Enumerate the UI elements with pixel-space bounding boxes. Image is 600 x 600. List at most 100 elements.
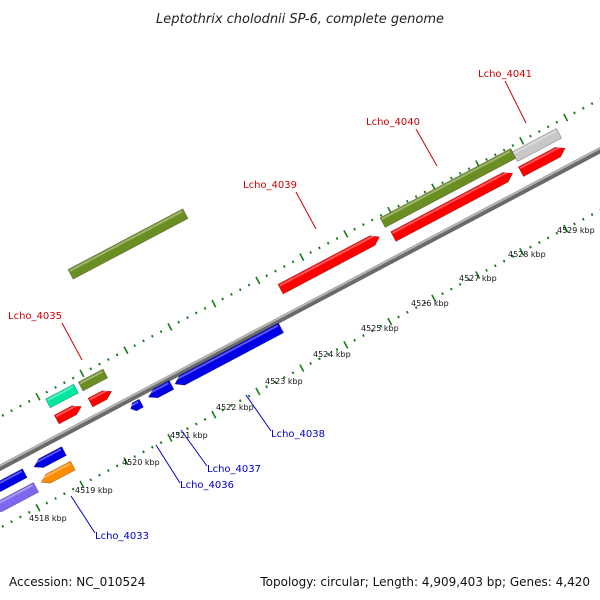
minor-tick: [115, 353, 119, 357]
gene-label-forward: Lcho_4041: [478, 69, 532, 80]
minor-tick: [27, 510, 31, 514]
gene-label-forward: Lcho_4040: [366, 117, 420, 128]
minor-tick: [485, 157, 488, 161]
major-tick: [123, 346, 129, 355]
scale-label: 4518 kbp: [29, 514, 67, 523]
genome-summary-text: Topology: circular; Length: 4,909,403 bp…: [259, 575, 590, 589]
major-tick: [167, 434, 173, 442]
minor-tick: [379, 213, 383, 217]
minor-tick: [309, 362, 312, 365]
label-leader-line: [155, 444, 181, 484]
minor-tick: [406, 199, 409, 203]
minor-tick: [247, 394, 251, 398]
minor-tick: [406, 310, 409, 314]
minor-tick: [10, 520, 13, 524]
minor-tick: [555, 231, 559, 235]
minor-tick: [581, 106, 585, 110]
gene-teal: [45, 383, 79, 409]
genome-backbone: [0, 146, 600, 472]
minor-tick: [274, 380, 277, 384]
major-tick: [475, 271, 481, 280]
minor-tick: [485, 268, 488, 272]
minor-tick: [467, 167, 471, 171]
minor-tick: [423, 301, 427, 305]
accession-text: Accession: NC_010524: [9, 575, 145, 589]
minor-tick: [142, 450, 145, 454]
minor-tick: [45, 501, 49, 505]
minor-tick: [265, 385, 269, 389]
scale-label: 4529 kbp: [557, 226, 595, 235]
minor-tick: [546, 236, 550, 240]
minor-tick: [98, 362, 101, 366]
major-tick: [343, 340, 349, 349]
minor-tick: [230, 292, 233, 296]
minor-tick: [467, 278, 471, 282]
scale-label: 4525 kbp: [361, 324, 399, 333]
gene-lcho-4036-blue: [129, 398, 144, 412]
major-tick: [387, 317, 393, 326]
major-tick: [431, 294, 437, 303]
minor-tick: [19, 515, 22, 519]
gene-red-5: [53, 403, 82, 425]
minor-tick: [142, 339, 145, 343]
map-title: Leptothrix cholodnii SP-6, complete geno…: [156, 12, 444, 27]
minor-tick: [449, 176, 453, 180]
minor-tick: [502, 148, 506, 152]
minor-tick: [106, 358, 110, 361]
minor-tick: [397, 204, 400, 208]
gene-lcho-4039-green: [67, 208, 189, 280]
lower-tick-row: [1, 209, 600, 528]
label-leader-line: [504, 80, 527, 124]
minor-tick: [458, 171, 462, 175]
gene-blue-4: [32, 446, 67, 468]
minor-tick: [335, 348, 339, 352]
gene-labels: Lcho_4035 Lcho_4039 Lcho_4040 Lcho_4041 Lcho…: [8, 69, 532, 542]
gene-label-reverse: Lcho_4033: [95, 531, 149, 542]
minor-tick: [247, 283, 251, 287]
major-tick: [211, 299, 217, 308]
minor-tick: [282, 375, 286, 379]
gene-red-1: [277, 233, 380, 295]
major-tick: [299, 364, 305, 373]
major-tick: [35, 503, 41, 512]
minor-tick: [159, 441, 163, 445]
minor-tick: [203, 417, 207, 421]
major-tick: [563, 224, 569, 233]
minor-tick: [54, 385, 57, 389]
minor-tick: [150, 445, 154, 449]
minor-tick: [238, 288, 242, 292]
minor-tick: [238, 399, 242, 403]
minor-tick: [370, 329, 374, 333]
minor-tick: [63, 381, 66, 385]
minor-tick: [186, 316, 189, 320]
minor-tick: [1, 524, 5, 528]
minor-tick: [353, 227, 356, 231]
minor-tick: [194, 422, 198, 426]
minor-tick: [318, 246, 321, 250]
scale-label: 4526 kbp: [411, 299, 449, 308]
minor-tick: [511, 143, 515, 147]
label-leader-line: [245, 394, 272, 432]
minor-tick: [133, 455, 137, 459]
major-tick: [167, 323, 173, 331]
minor-tick: [71, 487, 75, 491]
major-tick: [255, 276, 261, 285]
gene-label-reverse: Lcho_4038: [271, 429, 325, 440]
minor-tick: [133, 344, 137, 348]
scale-label: 4522 kbp: [216, 403, 254, 412]
minor-tick: [54, 496, 57, 500]
gene-lcho-4038-blue: [173, 322, 285, 386]
major-tick: [299, 253, 305, 262]
minor-tick: [10, 409, 13, 413]
minor-tick: [441, 181, 444, 185]
minor-tick: [71, 376, 75, 380]
minor-tick: [546, 125, 550, 129]
gene-label-forward: Lcho_4035: [8, 311, 62, 322]
label-leader-line: [70, 495, 96, 534]
gene-label-forward: Lcho_4039: [243, 180, 297, 191]
minor-tick: [221, 297, 225, 301]
minor-tick: [27, 399, 31, 403]
minor-tick: [590, 213, 594, 217]
minor-tick: [265, 274, 269, 278]
